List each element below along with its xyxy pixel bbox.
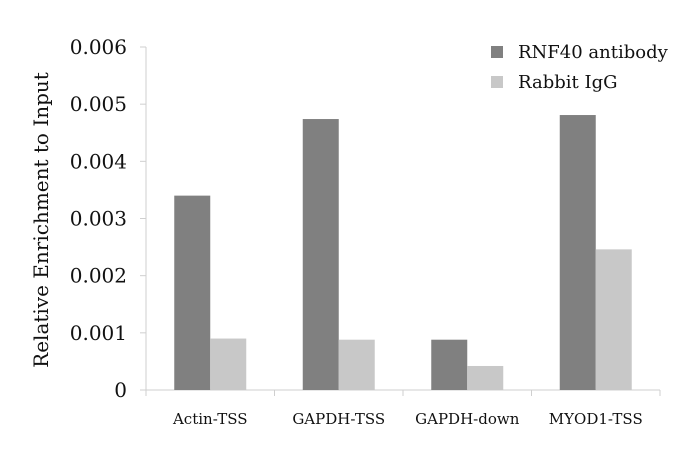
y-tick-label: 0.003: [70, 207, 127, 231]
bar-rabbit-igg-gapdh-down: [467, 365, 504, 390]
bar-rnf40-antibody-actin-tss: [174, 195, 211, 390]
bar-rabbit-igg-gapdh-tss: [338, 339, 375, 390]
legend-swatch: [491, 46, 503, 58]
y-tick-label: 0.005: [70, 92, 127, 116]
y-tick-label: 0.002: [70, 264, 127, 288]
bar-rabbit-igg-actin-tss: [210, 338, 247, 390]
bar-rnf40-antibody-gapdh-down: [431, 339, 468, 390]
y-tick-label: 0.004: [70, 149, 127, 173]
y-tick-label: 0: [114, 378, 127, 402]
y-axis-title: Relative Enrichment to Input: [29, 72, 53, 368]
x-tick-label: Actin-TSS: [172, 410, 248, 428]
y-axis: 0 0.001 0.002 0.003 0.004 0.005 0.006: [70, 35, 147, 402]
legend-swatch: [491, 76, 503, 88]
y-tick-label: 0.006: [70, 35, 127, 59]
y-tick-label: 0.001: [70, 321, 127, 345]
x-tick-label: GAPDH-down: [415, 410, 520, 428]
legend-label: RNF40 antibody: [518, 42, 669, 63]
bar-rnf40-antibody-myod1-tss: [559, 115, 596, 391]
legend: RNF40 antibody Rabbit IgG: [491, 42, 669, 93]
bar-rabbit-igg-myod1-tss: [595, 249, 632, 390]
bar-rnf40-antibody-gapdh-tss: [302, 119, 339, 390]
x-tick-label: MYOD1-TSS: [549, 410, 643, 428]
legend-label: Rabbit IgG: [518, 72, 617, 93]
x-axis: Actin-TSS GAPDH-TSS GAPDH-down MYOD1-TSS: [145, 389, 661, 428]
x-tick-label: GAPDH-TSS: [292, 410, 385, 428]
bars: [174, 115, 632, 391]
